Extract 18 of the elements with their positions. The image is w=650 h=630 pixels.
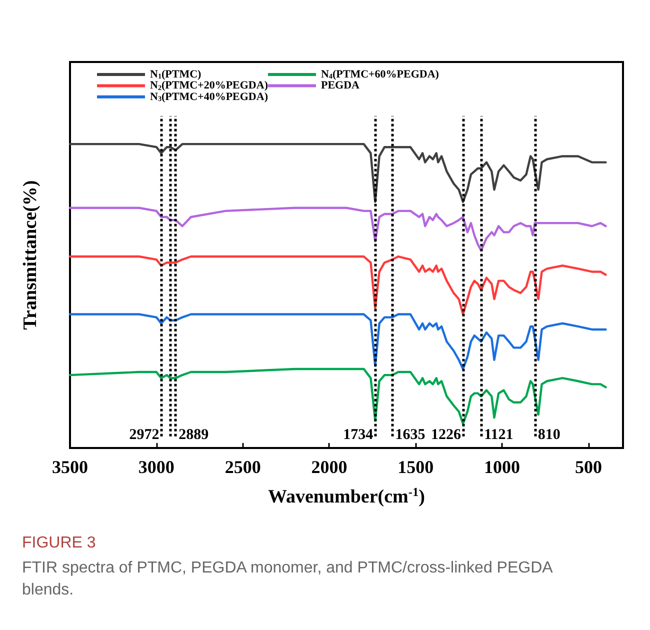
x-tick-label: 3000	[138, 457, 174, 477]
ref-line-label: 2972	[129, 426, 160, 443]
ref-line-label: 1635	[395, 426, 426, 443]
x-tick-label: 3500	[52, 457, 88, 477]
ref-line-label: 1121	[484, 426, 514, 443]
caption: FIGURE 3	[22, 534, 96, 552]
x-tick-label: 1000	[484, 457, 520, 477]
y-axis-title: Transmittance(%)	[20, 180, 41, 330]
ref-line-label: 810	[538, 426, 560, 443]
text: FTIR spectra of PTMC, PEGDA monomer, and PTMC/cross-linked PEGDA blends.	[22, 560, 556, 598]
ref-line-label: 1226	[430, 426, 462, 443]
ref-line-label: 2889	[178, 426, 209, 443]
x-tick-label: 1500	[398, 457, 434, 477]
x-tick-label: 2000	[311, 457, 348, 477]
x-tick-label: 500	[574, 457, 602, 477]
legend-label: PEGDA	[320, 80, 360, 92]
ref-line-label: 1734	[343, 426, 374, 443]
x-tick-label: 2500	[224, 457, 261, 477]
